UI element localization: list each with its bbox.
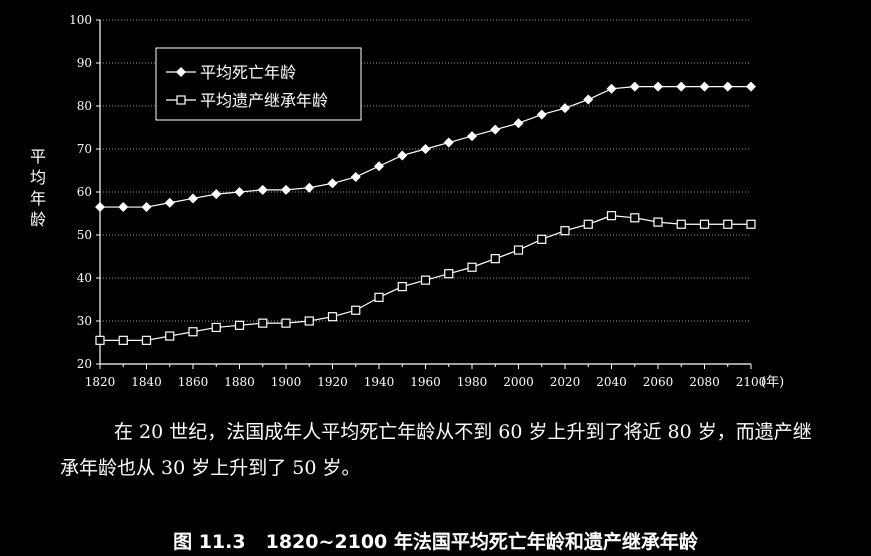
y-axis-label-char: 年 [28,188,48,209]
data-point-diamond [444,138,454,148]
data-point-square [608,212,616,220]
data-point-diamond [142,202,152,212]
chart: 20 30 40 50 60 70 80 90 100 1820 1840 1860 1880 1900 1… [0,0,871,410]
figure-title-text: 1820~2100 年法国平均死亡年龄和遗产继承年龄 [266,531,698,553]
x-tick-label: 2060 [643,375,674,389]
data-point-diamond [700,82,710,92]
data-point-square [282,319,290,327]
data-point-square [724,220,732,228]
data-point-diamond [304,183,314,193]
data-point-square [189,328,197,336]
y-axis-label: 平均年龄 [28,146,48,230]
data-point-diamond [676,82,686,92]
y-tick-label: 100 [69,13,92,27]
data-point-diamond [653,82,663,92]
data-point-square [468,263,476,271]
y-tick-label: 90 [77,56,92,70]
x-tick-label: 1980 [457,375,488,389]
data-point-square [398,283,406,291]
data-point-diamond [630,82,640,92]
data-point-diamond [397,150,407,160]
data-point-diamond [583,95,593,105]
x-tick-label: 2040 [596,375,627,389]
data-point-diamond [723,82,733,92]
data-point-diamond [421,144,431,154]
data-point-square [329,313,337,321]
y-tick-label: 30 [77,314,92,328]
data-point-diamond [560,103,570,113]
x-tick-label: 1840 [131,375,162,389]
data-point-diamond [328,178,338,188]
y-axis-label-char: 龄 [28,209,48,230]
data-point-square [236,321,244,329]
x-tick-label: 1900 [271,375,302,389]
data-point-square [538,235,546,243]
data-point-square [584,220,592,228]
figure-number: 图 11.3 [173,531,246,553]
data-point-diamond [537,110,547,120]
x-tick-label: 1920 [317,375,348,389]
series-2 [96,212,755,345]
data-point-square [445,270,453,278]
y-axis-label-char: 平 [28,146,48,167]
y-tick-label: 40 [77,271,92,285]
data-point-square [701,220,709,228]
data-point-square [96,336,104,344]
x-tick-label: 1960 [410,375,441,389]
x-tick-label: 1880 [224,375,255,389]
y-tick-label: 60 [77,185,92,199]
data-point-square [561,227,569,235]
x-tick-label: 2020 [550,375,581,389]
data-point-square [212,323,220,331]
data-point-square [422,276,430,284]
data-point-diamond [607,84,617,94]
data-point-diamond [351,172,361,182]
data-point-diamond [490,125,500,135]
data-point-square [352,306,360,314]
data-point-diamond [514,118,524,128]
x-tick-label: 1940 [364,375,395,389]
data-point-diamond [211,189,221,199]
x-tick-label: 2080 [689,375,720,389]
data-point-square [119,336,127,344]
y-tick-label: 80 [77,99,92,113]
data-point-square [677,220,685,228]
data-point-diamond [188,193,198,203]
caption: 在 20 世纪，法国成年人平均死亡年龄从不到 60 岁上升到了将近 80 岁，而… [60,414,820,486]
x-tick-label: 2000 [503,375,534,389]
data-point-diamond [165,198,175,208]
figure-title: 图 11.3 1820~2100 年法国平均死亡年龄和遗产继承年龄 [0,527,871,554]
y-tick-label: 70 [77,142,92,156]
data-point-diamond [258,185,268,195]
data-point-square [177,96,185,104]
data-point-square [515,246,523,254]
legend-label: 平均死亡年龄 [200,63,296,82]
data-point-diamond [281,185,291,195]
data-point-square [375,293,383,301]
legend-label: 平均遗产继承年龄 [200,91,328,110]
data-point-square [491,255,499,263]
data-point-square [259,319,267,327]
data-point-square [305,317,313,325]
data-point-diamond [95,202,105,212]
data-point-diamond [746,82,756,92]
data-point-square [654,218,662,226]
data-point-square [631,214,639,222]
x-tick-label: 1860 [178,375,209,389]
data-point-square [747,220,755,228]
y-tick-label: 50 [77,228,92,242]
data-point-diamond [374,161,384,171]
y-axis-label-char: 均 [28,167,48,188]
data-point-diamond [235,187,245,197]
x-tick-label: 1820 [85,375,116,389]
data-point-square [166,332,174,340]
data-point-diamond [118,202,128,212]
y-tick-label: 20 [77,357,92,371]
data-point-diamond [467,131,477,141]
x-axis-label: (年) [761,375,784,390]
data-point-square [143,336,151,344]
